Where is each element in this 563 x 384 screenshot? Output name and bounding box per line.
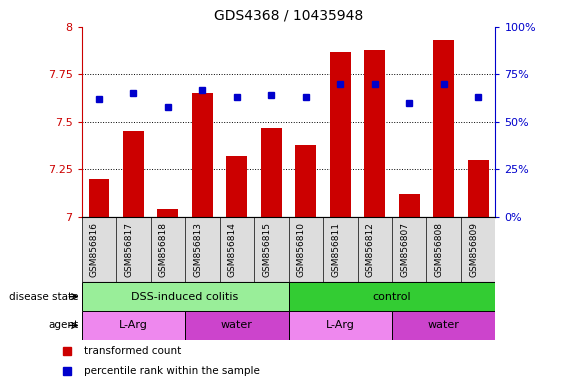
Bar [88,179,109,217]
Text: L-Arg: L-Arg [119,320,148,331]
Bar [434,40,454,217]
Text: GSM856815: GSM856815 [262,222,271,277]
Text: GSM856809: GSM856809 [469,222,478,277]
Text: GSM856810: GSM856810 [297,222,306,277]
Text: GSM856811: GSM856811 [331,222,340,277]
Text: control: control [373,291,412,302]
Bar [289,311,392,340]
Text: GSM856814: GSM856814 [228,222,237,277]
Text: GSM856818: GSM856818 [159,222,168,277]
Bar [82,282,289,311]
Bar [468,160,489,217]
Bar [392,311,495,340]
Bar [289,282,495,311]
Text: GSM856812: GSM856812 [366,222,375,277]
Text: GSM856808: GSM856808 [435,222,444,277]
Text: GSM856807: GSM856807 [400,222,409,277]
Bar [399,194,419,217]
Text: disease state: disease state [10,291,79,302]
Bar [185,311,289,340]
Text: water: water [221,320,253,331]
Text: GSM856813: GSM856813 [193,222,202,277]
Bar [296,145,316,217]
Bar [330,51,351,217]
Bar [192,93,213,217]
Title: GDS4368 / 10435948: GDS4368 / 10435948 [214,9,363,23]
Text: DSS-induced colitis: DSS-induced colitis [132,291,239,302]
Bar [364,50,385,217]
Text: water: water [428,320,459,331]
Bar [158,209,178,217]
Text: percentile rank within the sample: percentile rank within the sample [84,366,260,376]
Bar [261,127,282,217]
Bar [82,311,185,340]
Bar [226,156,247,217]
Bar [123,131,144,217]
Text: agent: agent [48,320,79,331]
Text: GSM856816: GSM856816 [90,222,99,277]
Text: transformed count: transformed count [84,346,182,356]
Text: GSM856817: GSM856817 [124,222,133,277]
Text: L-Arg: L-Arg [326,320,355,331]
